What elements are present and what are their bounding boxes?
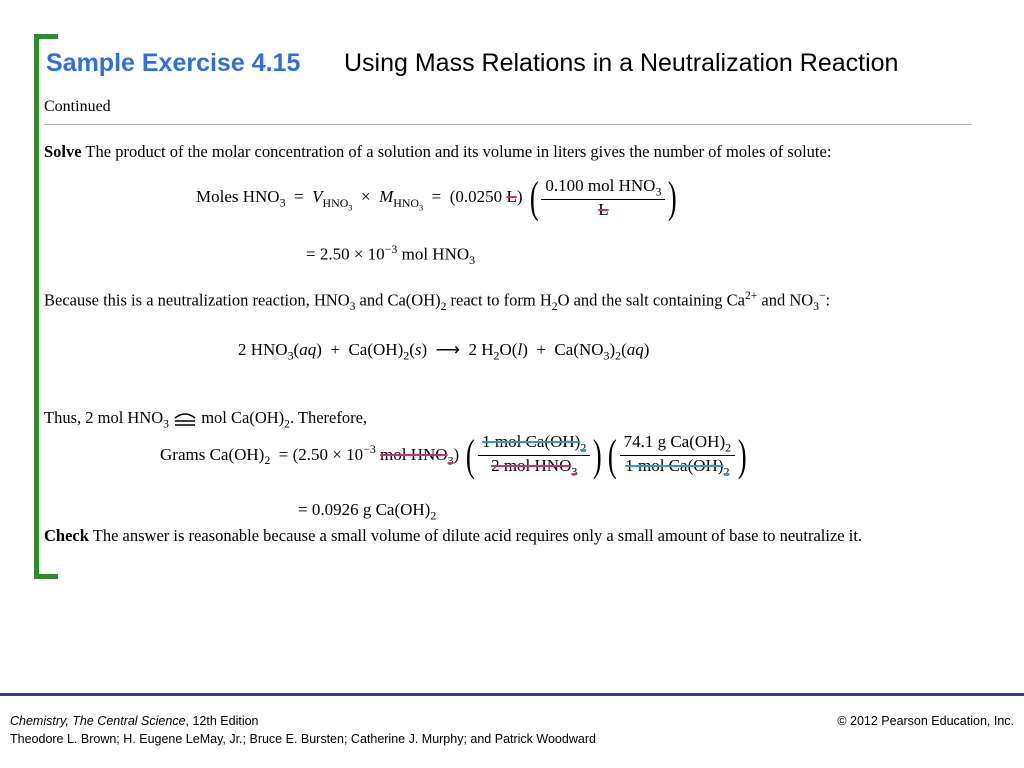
exercise-number: Sample Exercise 4.15 [46,49,301,77]
cancelled-liter: L [506,187,517,207]
moles-lhs: Moles HNO3 [196,187,286,210]
exercise-subtitle: Using Mass Relations in a Neutralization… [344,49,899,77]
footer-book: Chemistry, The Central Science, 12th Edi… [10,714,259,728]
solve-label: Solve [44,142,82,161]
stoichiometry-paragraph: Thus, 2 mol HNO3 mol Ca(OH)2. Therefore, [44,408,368,431]
bracket-bottom [34,574,58,579]
grams-equation: Grams Ca(OH)2 = (2.50 × 10−3 mol HNO3) (… [160,430,747,480]
left-bracket [34,34,39,578]
molarity-fraction: 0.100 mol HNO3 L [541,176,666,220]
corresponds-icon [174,413,196,426]
molar-mass-fraction: 74.1 g Ca(OH)2 1 mol Ca(OH)2 [619,432,736,480]
continued-label: Continued [44,98,111,115]
bracket-top [34,34,58,39]
footer-copyright: © 2012 Pearson Education, Inc. [837,714,1014,728]
volume-value: (0.0250 [449,187,503,207]
footer-authors: Theodore L. Brown; H. Eugene LeMay, Jr.;… [10,732,596,746]
neutralization-paragraph: Because this is a neutralization reactio… [44,290,831,313]
check-label: Check [44,526,89,545]
mole-ratio-fraction: 1 mol Ca(OH)2 2 mol HNO3 [478,432,591,480]
footer-divider [0,693,1024,696]
solve-paragraph: Solve The product of the molar concentra… [44,140,954,163]
grams-result: = 0.0926 g Ca(OH)2 [298,500,437,523]
check-text: The answer is reasonable because a small… [92,526,863,545]
moles-result: = 2.50 × 10−3 mol HNO3 [306,242,476,268]
balanced-reaction: 2 HNO3(aq) + Ca(OH)2(s) ⟶ 2 H2O(l) + Ca(… [238,340,650,363]
solve-text: The product of the molar concentration o… [85,142,832,161]
check-paragraph: Check The answer is reasonable because a… [44,524,954,547]
moles-equation: Moles HNO3 = VHNO3 × MHNO3 = (0.0250 L) … [196,173,678,223]
title-divider [44,124,972,125]
